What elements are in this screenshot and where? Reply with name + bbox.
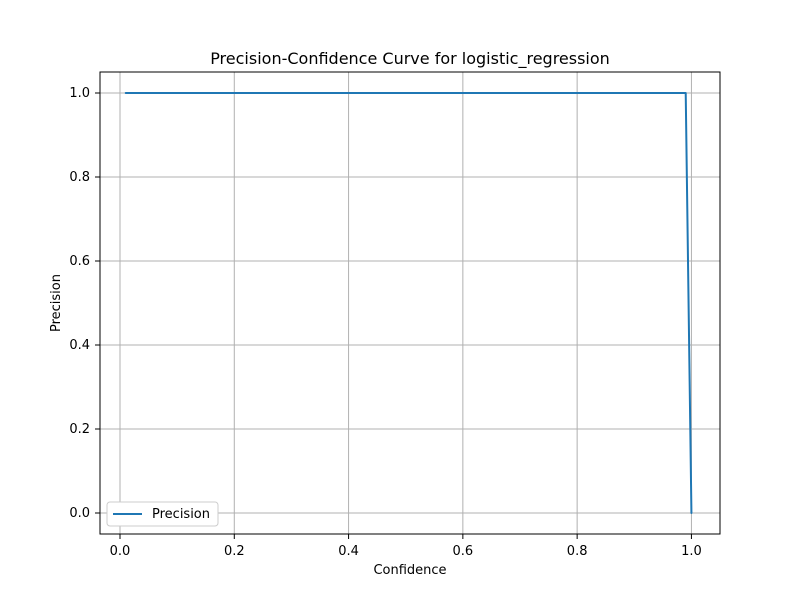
series-line-precision — [124, 92, 693, 514]
plot-area-frame — [99, 71, 721, 535]
ticks-layer: 0.0 0.2 0.4 0.6 0.8 1.0 0.0 0.2 0.4 0.6 0.8 1.0 — [69, 86, 701, 559]
y-axis-label: Precision — [49, 274, 64, 332]
x-tick-label: 0.8 — [567, 544, 588, 559]
y-tick-label: 0.4 — [69, 338, 90, 353]
legend-box — [106, 501, 219, 527]
x-tick-label: 0.2 — [224, 544, 245, 559]
y-tick-label: 0.2 — [69, 422, 90, 437]
y-tick-label: 0.6 — [69, 254, 90, 269]
legend: Precision — [106, 501, 219, 527]
chart-title: Precision-Confidence Curve for logistic_… — [210, 49, 610, 69]
y-tick-label: 1.0 — [69, 86, 90, 101]
y-tick-label: 0.8 — [69, 170, 90, 185]
x-tick-label: 0.0 — [110, 544, 131, 559]
x-tick-label: 1.0 — [681, 544, 702, 559]
x-tick-label: 0.4 — [338, 544, 359, 559]
x-axis-label: Confidence — [373, 563, 446, 578]
grid-layer — [100, 72, 720, 534]
legend-label-precision: Precision — [152, 507, 210, 522]
x-tick-label: 0.6 — [453, 544, 474, 559]
series-layer — [124, 92, 693, 514]
y-tick-label: 0.0 — [69, 506, 90, 521]
